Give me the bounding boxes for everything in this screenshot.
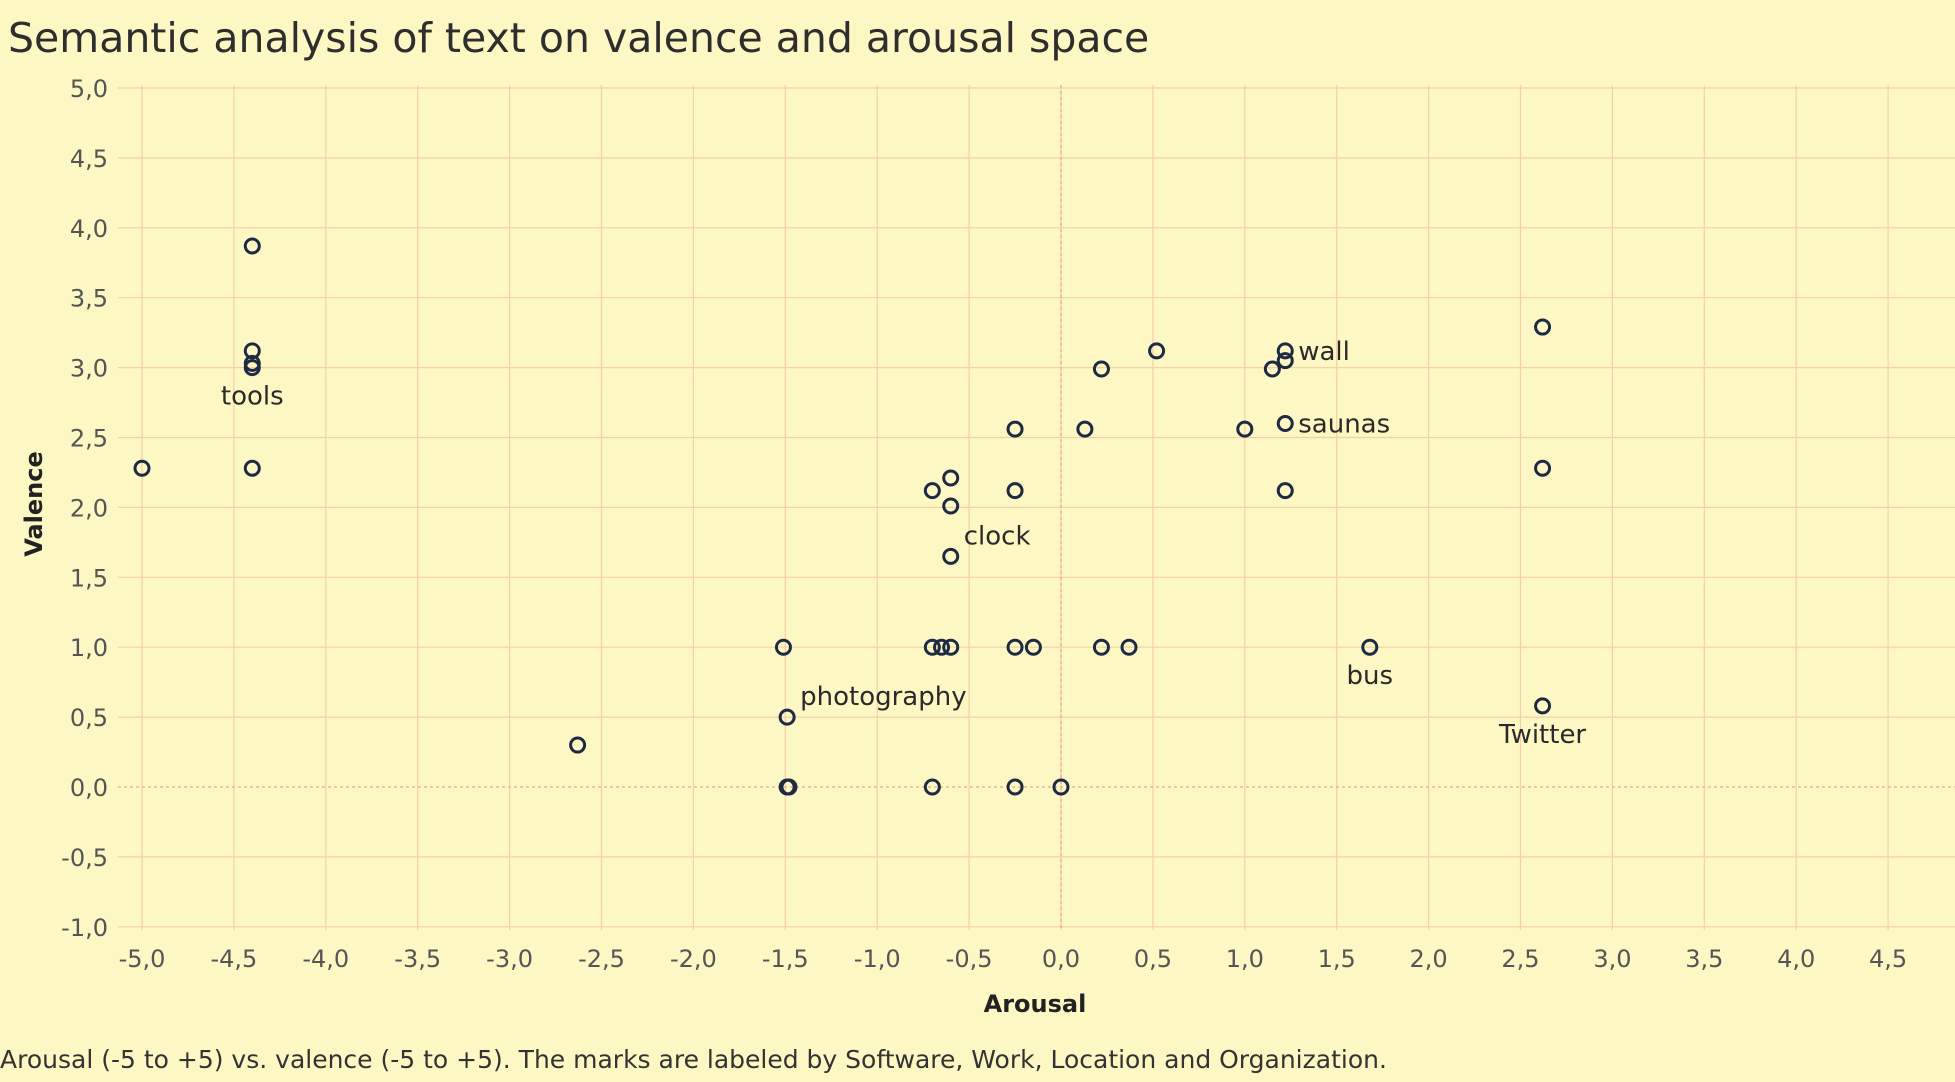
- y-tick-label: 4,5: [70, 145, 108, 173]
- x-tick-label: 1,0: [1226, 945, 1264, 973]
- data-point: [1276, 342, 1294, 360]
- data-point: [1263, 360, 1281, 378]
- data-point: [1006, 638, 1024, 656]
- x-axis-title: Arousal: [984, 990, 1087, 1018]
- mark-label-photography: photography: [800, 682, 967, 712]
- x-tick-label: 2,5: [1501, 945, 1539, 973]
- data-point: [133, 459, 151, 477]
- y-tick-label: -1,0: [61, 914, 108, 942]
- x-tick-label: 4,0: [1777, 945, 1815, 973]
- x-tick-label: -3,5: [394, 945, 441, 973]
- chart-caption: Arousal (-5 to +5) vs. valence (-5 to +5…: [0, 1045, 1387, 1074]
- mark-label-twitter: Twitter: [1498, 720, 1586, 750]
- data-point: [942, 497, 960, 515]
- y-tick-label: 0,0: [70, 774, 108, 802]
- data-point: [942, 469, 960, 487]
- data-point: [1006, 778, 1024, 796]
- mark-label-wall: wall: [1298, 337, 1350, 367]
- data-point: [1006, 420, 1024, 438]
- data-point: [569, 736, 587, 754]
- data-point: [933, 638, 951, 656]
- x-tick-label: -4,5: [210, 945, 257, 973]
- data-point: [1534, 697, 1552, 715]
- data-point: [243, 359, 261, 377]
- x-tick-label: -0,5: [946, 945, 993, 973]
- y-tick-label: 1,0: [70, 634, 108, 662]
- data-point: [243, 237, 261, 255]
- data-point: [1236, 420, 1254, 438]
- data-point: [1361, 638, 1379, 656]
- chart-title: Semantic analysis of text on valence and…: [8, 14, 1150, 62]
- data-point: [1024, 638, 1042, 656]
- data-point: [1276, 482, 1294, 500]
- x-tick-label: -3,0: [486, 945, 533, 973]
- y-tick-label: 3,5: [70, 285, 108, 313]
- data-point: [780, 778, 798, 796]
- y-axis-title: Valence: [20, 451, 48, 557]
- axis-ticks: -5,0 -4,5 -4,0 -3,5 -3,0 -2,5 -2,0 -1,5 -1,0 -0,5…: [61, 75, 1907, 973]
- y-tick-label: -0,5: [61, 844, 108, 872]
- mark-label-clock: clock: [964, 521, 1031, 551]
- x-tick-label: 0,0: [1042, 945, 1080, 973]
- x-tick-label: 0,5: [1134, 945, 1172, 973]
- data-point: [1092, 360, 1110, 378]
- data-points: [133, 237, 1552, 796]
- x-tick-label: -5,0: [119, 945, 166, 973]
- data-point: [923, 638, 941, 656]
- y-tick-label: 2,5: [70, 425, 108, 453]
- x-tick-label: 3,5: [1685, 945, 1723, 973]
- x-tick-label: -1,0: [854, 945, 901, 973]
- y-tick-label: 4,0: [70, 215, 108, 243]
- x-tick-label: 1,5: [1318, 945, 1356, 973]
- y-tick-label: 0,5: [70, 704, 108, 732]
- y-tick-label: 5,0: [70, 75, 108, 103]
- x-tick-label: -2,0: [670, 945, 717, 973]
- data-point: [1052, 778, 1070, 796]
- data-point: [778, 708, 796, 726]
- data-point: [1276, 352, 1294, 370]
- y-tick-label: 2,0: [70, 494, 108, 522]
- data-point: [1534, 459, 1552, 477]
- x-tick-label: -4,0: [302, 945, 349, 973]
- x-tick-label: -1,5: [762, 945, 809, 973]
- data-point: [942, 638, 960, 656]
- data-point: [942, 547, 960, 565]
- data-point: [1006, 482, 1024, 500]
- mark-label-bus: bus: [1347, 661, 1394, 691]
- mark-label-tools: tools: [221, 382, 284, 412]
- data-point: [1534, 318, 1552, 336]
- y-tick-label: 3,0: [70, 355, 108, 383]
- data-point: [243, 459, 261, 477]
- data-point: [1092, 638, 1110, 656]
- data-point: [1148, 342, 1166, 360]
- mark-label-saunas: saunas: [1298, 410, 1390, 440]
- grid-lines: [118, 85, 1955, 930]
- data-point: [1120, 638, 1138, 656]
- x-tick-label: -2,5: [578, 945, 625, 973]
- data-point: [774, 638, 792, 656]
- x-tick-label: 4,5: [1869, 945, 1907, 973]
- mark-labels: tools photography clock wall saunas bus Twitte…: [221, 337, 1587, 750]
- x-tick-label: 2,0: [1410, 945, 1448, 973]
- data-point: [1276, 415, 1294, 433]
- x-tick-label: 3,0: [1593, 945, 1631, 973]
- data-point: [923, 778, 941, 796]
- data-point: [1076, 420, 1094, 438]
- y-tick-label: 1,5: [70, 564, 108, 592]
- data-point: [923, 482, 941, 500]
